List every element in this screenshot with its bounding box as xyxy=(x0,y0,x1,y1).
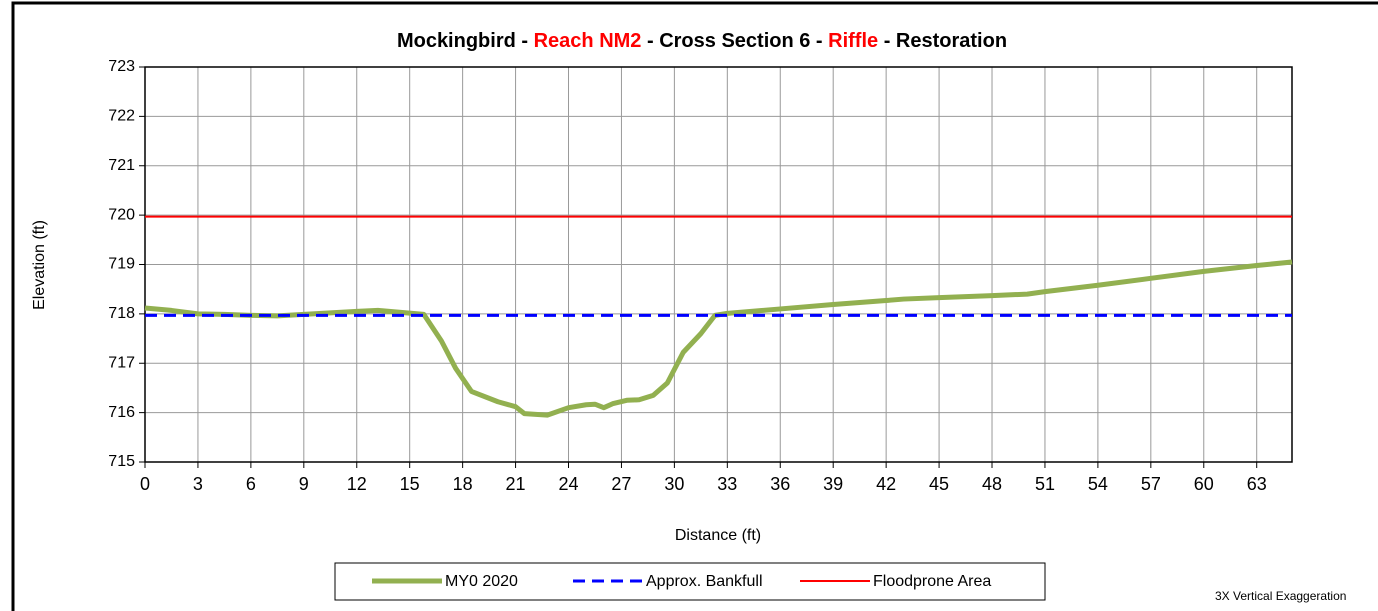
y-tick-label: 718 xyxy=(108,305,135,322)
y-tick-label: 715 xyxy=(108,453,135,470)
x-tick-label: 48 xyxy=(982,474,1002,494)
legend xyxy=(334,562,1046,601)
x-tick-label: 24 xyxy=(558,474,578,494)
x-tick-label: 0 xyxy=(140,474,150,494)
y-axis-label: Elevation (ft) xyxy=(31,220,48,310)
title-part: - Cross Section 6 - xyxy=(641,30,828,52)
y-tick-label: 717 xyxy=(108,354,135,371)
x-tick-label: 15 xyxy=(400,474,420,494)
legend-label: MY0 2020 xyxy=(445,573,518,590)
x-tick-label: 12 xyxy=(347,474,367,494)
legend-label: Approx. Bankfull xyxy=(646,573,763,590)
y-tick-label: 716 xyxy=(108,404,135,421)
y-tick-label: 722 xyxy=(108,108,135,125)
frame xyxy=(11,1,1378,611)
x-axis-label: Distance (ft) xyxy=(675,527,761,544)
x-tick-label: 6 xyxy=(246,474,256,494)
y-tick-label: 723 xyxy=(108,58,135,75)
x-tick-label: 27 xyxy=(611,474,631,494)
y-tick-label: 721 xyxy=(108,157,135,174)
x-tick-label: 45 xyxy=(929,474,949,494)
x-tick-label: 54 xyxy=(1088,474,1108,494)
x-tick-label: 36 xyxy=(770,474,790,494)
title-part: - Restoration xyxy=(878,30,1007,52)
x-tick-label: 21 xyxy=(506,474,526,494)
y-tick-label: 720 xyxy=(108,206,135,223)
annotation: 3X Vertical Exaggeration xyxy=(1215,589,1346,603)
title-part: Riffle xyxy=(828,30,878,52)
x-tick-label: 33 xyxy=(717,474,737,494)
title-part: Mockingbird - xyxy=(397,30,534,52)
title-part: Reach NM2 xyxy=(534,30,642,52)
chart-title: Mockingbird - Reach NM2 - Cross Section … xyxy=(397,30,1007,52)
x-tick-label: 9 xyxy=(299,474,309,494)
x-tick-label: 60 xyxy=(1194,474,1214,494)
y-tick-label: 719 xyxy=(108,256,135,273)
x-tick-label: 42 xyxy=(876,474,896,494)
x-tick-label: 39 xyxy=(823,474,843,494)
x-tick-label: 30 xyxy=(664,474,684,494)
x-tick-label: 57 xyxy=(1141,474,1161,494)
series-line xyxy=(144,259,1293,418)
x-tick-label: 51 xyxy=(1035,474,1055,494)
x-tick-label: 3 xyxy=(193,474,203,494)
x-tick-label: 18 xyxy=(453,474,473,494)
legend-label: Floodprone Area xyxy=(873,573,991,590)
x-tick-label: 63 xyxy=(1247,474,1267,494)
